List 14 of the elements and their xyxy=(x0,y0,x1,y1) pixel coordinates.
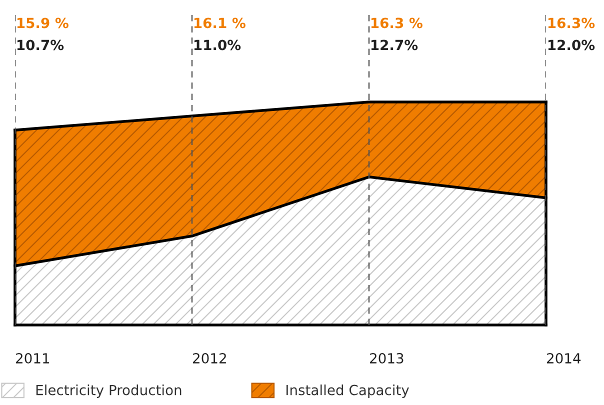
text: 10.7% xyxy=(17,40,64,50)
text: 16.3% xyxy=(548,18,595,28)
x-tick-label: 2013 xyxy=(370,353,404,364)
legend-label: Installed Capacity xyxy=(286,384,409,398)
text: 12.0% xyxy=(548,40,595,50)
legend-label: Electricity Production xyxy=(36,384,182,398)
text: 16.1 % xyxy=(194,18,246,28)
x-tick-label: 2011 xyxy=(16,353,50,364)
text: 16.3 % xyxy=(371,18,422,28)
text: 12.7% xyxy=(371,40,418,50)
x-tick-label: 2012 xyxy=(193,353,226,364)
text: 15.9 % xyxy=(17,18,68,28)
x-tick-label: 2014 xyxy=(547,353,581,364)
text: 11.0% xyxy=(194,40,241,50)
